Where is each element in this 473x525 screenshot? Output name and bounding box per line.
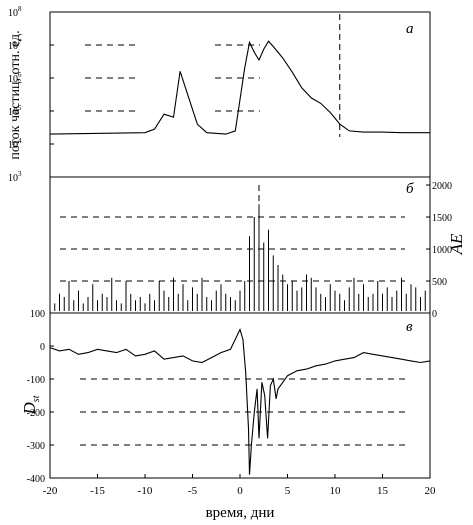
panel-a-ytick-exp: 5 xyxy=(18,104,22,112)
panel-a-label: а xyxy=(406,21,414,37)
x-tick-label--20: -20 xyxy=(43,485,58,497)
panel-a-ytick-exp: 4 xyxy=(18,137,22,145)
panel-a-ytick-exp: 6 xyxy=(18,71,22,79)
panel-a-ytick-base: 10 xyxy=(8,107,18,118)
panel-a-ylabel: поток частиц, отн. ед. xyxy=(8,30,23,159)
panel-a-ytick-exp: 7 xyxy=(18,38,22,46)
x-tick-label-15: 15 xyxy=(377,485,389,497)
panel-c-ytick-100: 100 xyxy=(30,309,45,320)
panel-a-ytick-base: 10 xyxy=(8,140,18,151)
panel-c-label: в xyxy=(406,319,413,335)
panel-b-ylabel: AE xyxy=(447,233,466,255)
panel-c-ylabel-main: D xyxy=(20,401,39,415)
panel-a-ytick-4: 104 xyxy=(8,137,22,151)
panel-a-ytick-7: 107 xyxy=(8,38,22,52)
panel-b-ytick-2000: 2000 xyxy=(432,181,452,192)
x-tick-label-20: 20 xyxy=(425,485,437,497)
panel-b: 0 500 1000 1500 2000 б AE xyxy=(49,176,466,320)
panel-b-ytick-1000: 1000 xyxy=(432,245,452,256)
panel-c-ytick--400: -400 xyxy=(27,474,45,485)
panel-a-frame xyxy=(49,11,431,178)
panel-c-ytick--200: -200 xyxy=(27,408,45,419)
x-tick-label-5: 5 xyxy=(285,485,291,497)
panel-b-ytick-1500: 1500 xyxy=(432,213,452,224)
panel-a-ytick-8: 108 xyxy=(8,5,22,19)
panel-b-ytick-500: 500 xyxy=(432,277,447,288)
panel-b-bars xyxy=(54,204,426,311)
panel-c-ylabel-sub: st xyxy=(31,395,42,402)
panel-a-ytick-exp: 8 xyxy=(18,5,22,13)
panel-a-ytick-5: 105 xyxy=(8,104,22,118)
x-tick-label-10: 10 xyxy=(330,485,342,497)
x-tick-label-0: 0 xyxy=(237,485,243,497)
panel-c-frame xyxy=(49,312,431,479)
panel-b-label: б xyxy=(406,181,414,197)
panel-c: -400 -300 -200 -100 0 100 в Dst xyxy=(20,309,431,485)
panel-c-series-line xyxy=(49,327,431,475)
x-axis-ticks: -20 -15 -10 -5 0 5 10 15 20 xyxy=(43,474,436,497)
panel-b-grid xyxy=(60,216,405,282)
panel-c-ytick--300: -300 xyxy=(27,441,45,452)
x-tick-label--10: -10 xyxy=(138,485,153,497)
panel-c-ylabel: Dst xyxy=(20,395,42,415)
panel-a-ytick-base: 10 xyxy=(8,41,18,52)
panel-c-y-ticks: -400 -300 -200 -100 0 100 xyxy=(27,309,54,485)
panel-b-ytick-0: 0 xyxy=(432,309,437,320)
panel-a-ytick-base: 10 xyxy=(8,8,18,19)
x-tick-label--15: -15 xyxy=(90,485,105,497)
panel-a-ytick-3: 103 xyxy=(8,170,22,184)
panel-a-ytick-6: 106 xyxy=(8,71,22,85)
panel-c-grid xyxy=(80,378,410,446)
panel-c-ytick-0: 0 xyxy=(40,342,45,353)
panel-a-ytick-exp: 3 xyxy=(18,170,22,178)
panel-a-grid xyxy=(85,44,260,112)
x-tick-label--5: -5 xyxy=(188,485,198,497)
panel-a-ytick-base: 10 xyxy=(8,74,18,85)
panel-c-ytick--100: -100 xyxy=(27,375,45,386)
panel-a-series-line xyxy=(49,40,430,135)
x-axis-label: время, дни xyxy=(206,505,275,521)
panel-a-ytick-base: 10 xyxy=(8,173,18,184)
